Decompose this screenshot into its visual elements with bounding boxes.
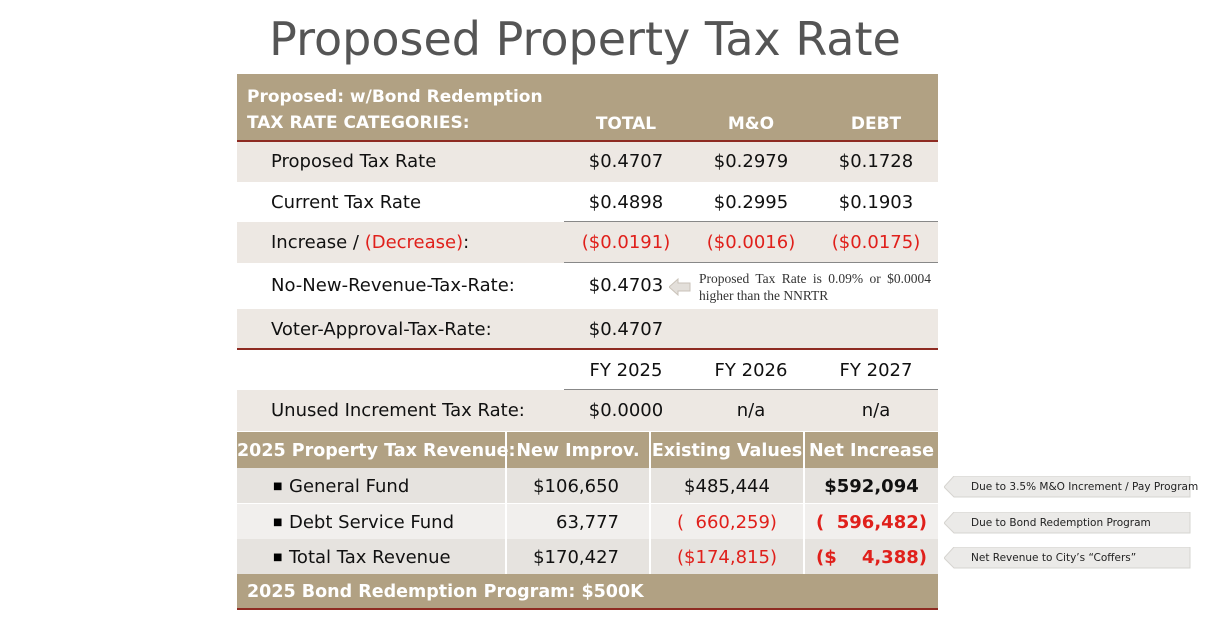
cell-bg: $170,427 [507,539,649,574]
fiscal-year-row: FY 2025 FY 2026 FY 2027 [237,350,938,390]
row-label: No-New-Revenue-Tax-Rate: [271,275,515,296]
header-line: Proposed: w/Bond Redemption [247,87,543,107]
note-shape [944,512,1191,534]
rate-row: Current Tax Rate $0.4898 $0.2995 $0.1903 [237,182,938,222]
cell-bg: ( 596,482) [805,504,938,539]
note-text: Due to Bond Redemption Program [971,517,1151,529]
bullet: ■ [273,517,283,528]
cell: $0.4898 [588,192,664,213]
label-part: : [463,232,470,253]
divider [649,432,651,468]
cell: n/a [861,400,891,421]
row-label: Unused Increment Tax Rate: [271,400,525,421]
side-note: Due to Bond Redemption Program [944,512,1191,534]
footer: 2025 Bond Redemption Program: $500K [247,582,644,602]
cell: $0.4707 [588,319,664,340]
cell: ($174,815) [677,547,777,568]
row-label: Debt Service Fund [289,512,454,533]
note-text: Net Revenue to City’s “Coffers” [971,552,1137,564]
row-label: Total Tax Revenue [289,547,451,568]
revenue-row: ■ Debt Service Fund 63,777 ( 660,259) ( 596,… [237,504,938,539]
unused-row: Unused Increment Tax Rate: $0.0000 n/a n… [237,390,938,431]
column-header: New Improv. [516,441,640,461]
divider [564,389,938,390]
cell: $170,427 [533,547,619,568]
revenue-row: ■ General Fund $106,650 $485,444 $592,094 [237,468,938,503]
note-text: Due to 3.5% M&O Increment / Pay Program [971,481,1199,493]
column-header: DEBT [850,114,902,134]
fiscal-year: FY 2027 [839,360,913,381]
cell-bg: ($ 4,388) [805,539,938,574]
label-cell: ■ Total Tax Revenue [237,539,505,574]
row-label: General Fund [289,476,410,497]
arrow-icon [669,278,691,296]
note-shape [944,547,1191,569]
divider [564,262,938,263]
cell: ($0.0175) [831,232,921,253]
divider [237,348,938,350]
cell-bg: 63,777 [507,504,649,539]
cell-bg: $485,444 [651,468,803,503]
cell: $106,650 [533,476,619,497]
fiscal-year: FY 2026 [714,360,788,381]
rate-row: Increase / (Decrease): ($0.0191) ($0.001… [237,222,938,263]
cell: $0.2995 [713,192,789,213]
cell: $0.4707 [588,151,664,172]
side-note: Due to 3.5% M&O Increment / Pay Program [944,476,1198,498]
row-label: Proposed Tax Rate [271,151,437,172]
cell: ($ 4,388) [816,547,927,568]
revenue-header: 2025 Property Tax Revenue: New Improv. E… [237,432,938,468]
header-label: Proposed: w/Bond Redemption TAX RATE CAT… [247,84,543,136]
cell-bg: ( 660,259) [651,504,803,539]
cell: 63,777 [556,512,619,533]
header-line: TAX RATE CATEGORIES: [247,113,470,133]
cell: $0.1903 [838,192,914,213]
fiscal-year: FY 2025 [589,360,663,381]
divider [237,140,938,142]
label-part: (Decrease) [364,232,464,253]
divider [237,608,938,610]
cell: $0.4703 [588,275,664,296]
cell: $592,094 [824,476,919,497]
divider [564,221,938,222]
revenue-row: ■ Total Tax Revenue $170,427 ($174,815) ($ 4… [237,539,938,574]
column-header: 2025 Property Tax Revenue: [237,441,516,461]
label-cell: ■ General Fund [237,468,505,503]
note: Proposed Tax Rate is 0.09% or $0.0004 hi… [699,271,931,303]
cell: ( 596,482) [816,512,927,533]
rate-row: No-New-Revenue-Tax-Rate: $0.4703 Propose… [237,263,938,309]
row-label: Increase / (Decrease): [271,222,469,263]
column-header: M&O [727,114,775,134]
label-cell: ■ Debt Service Fund [237,504,505,539]
note-shape [944,476,1191,498]
rate-row: Voter-Approval-Tax-Rate: $0.4707 [237,309,938,349]
rate-row: Proposed Tax Rate $0.4707 $0.2979 $0.172… [237,142,938,182]
side-note: Net Revenue to City’s “Coffers” [944,547,1191,569]
label-part: Increase / [271,232,365,253]
divider [803,432,805,468]
cell-bg: ($174,815) [651,539,803,574]
row-label: Voter-Approval-Tax-Rate: [271,319,492,340]
row-label: Current Tax Rate [271,192,422,213]
bullet: ■ [273,481,283,492]
divider [505,432,507,468]
cell-bg: $592,094 [805,468,938,503]
column-header: TOTAL [595,114,657,134]
title: Proposed Property Tax Rate [269,12,901,66]
footer-row: 2025 Bond Redemption Program: $500K [237,574,938,609]
column-header: Net Increase [809,441,934,461]
cell: $0.1728 [838,151,914,172]
cell: ($0.0191) [581,232,671,253]
cell: n/a [736,400,766,421]
cell-bg: $106,650 [507,468,649,503]
cell: $0.0000 [588,400,664,421]
cell: $0.2979 [713,151,789,172]
header-row: Proposed: w/Bond Redemption TAX RATE CAT… [237,74,938,141]
bullet: ■ [273,552,283,563]
cell: $485,444 [684,476,770,497]
cell: ( 660,259) [677,512,777,533]
cell: ($0.0016) [706,232,796,253]
column-header: Existing Values [651,441,803,461]
